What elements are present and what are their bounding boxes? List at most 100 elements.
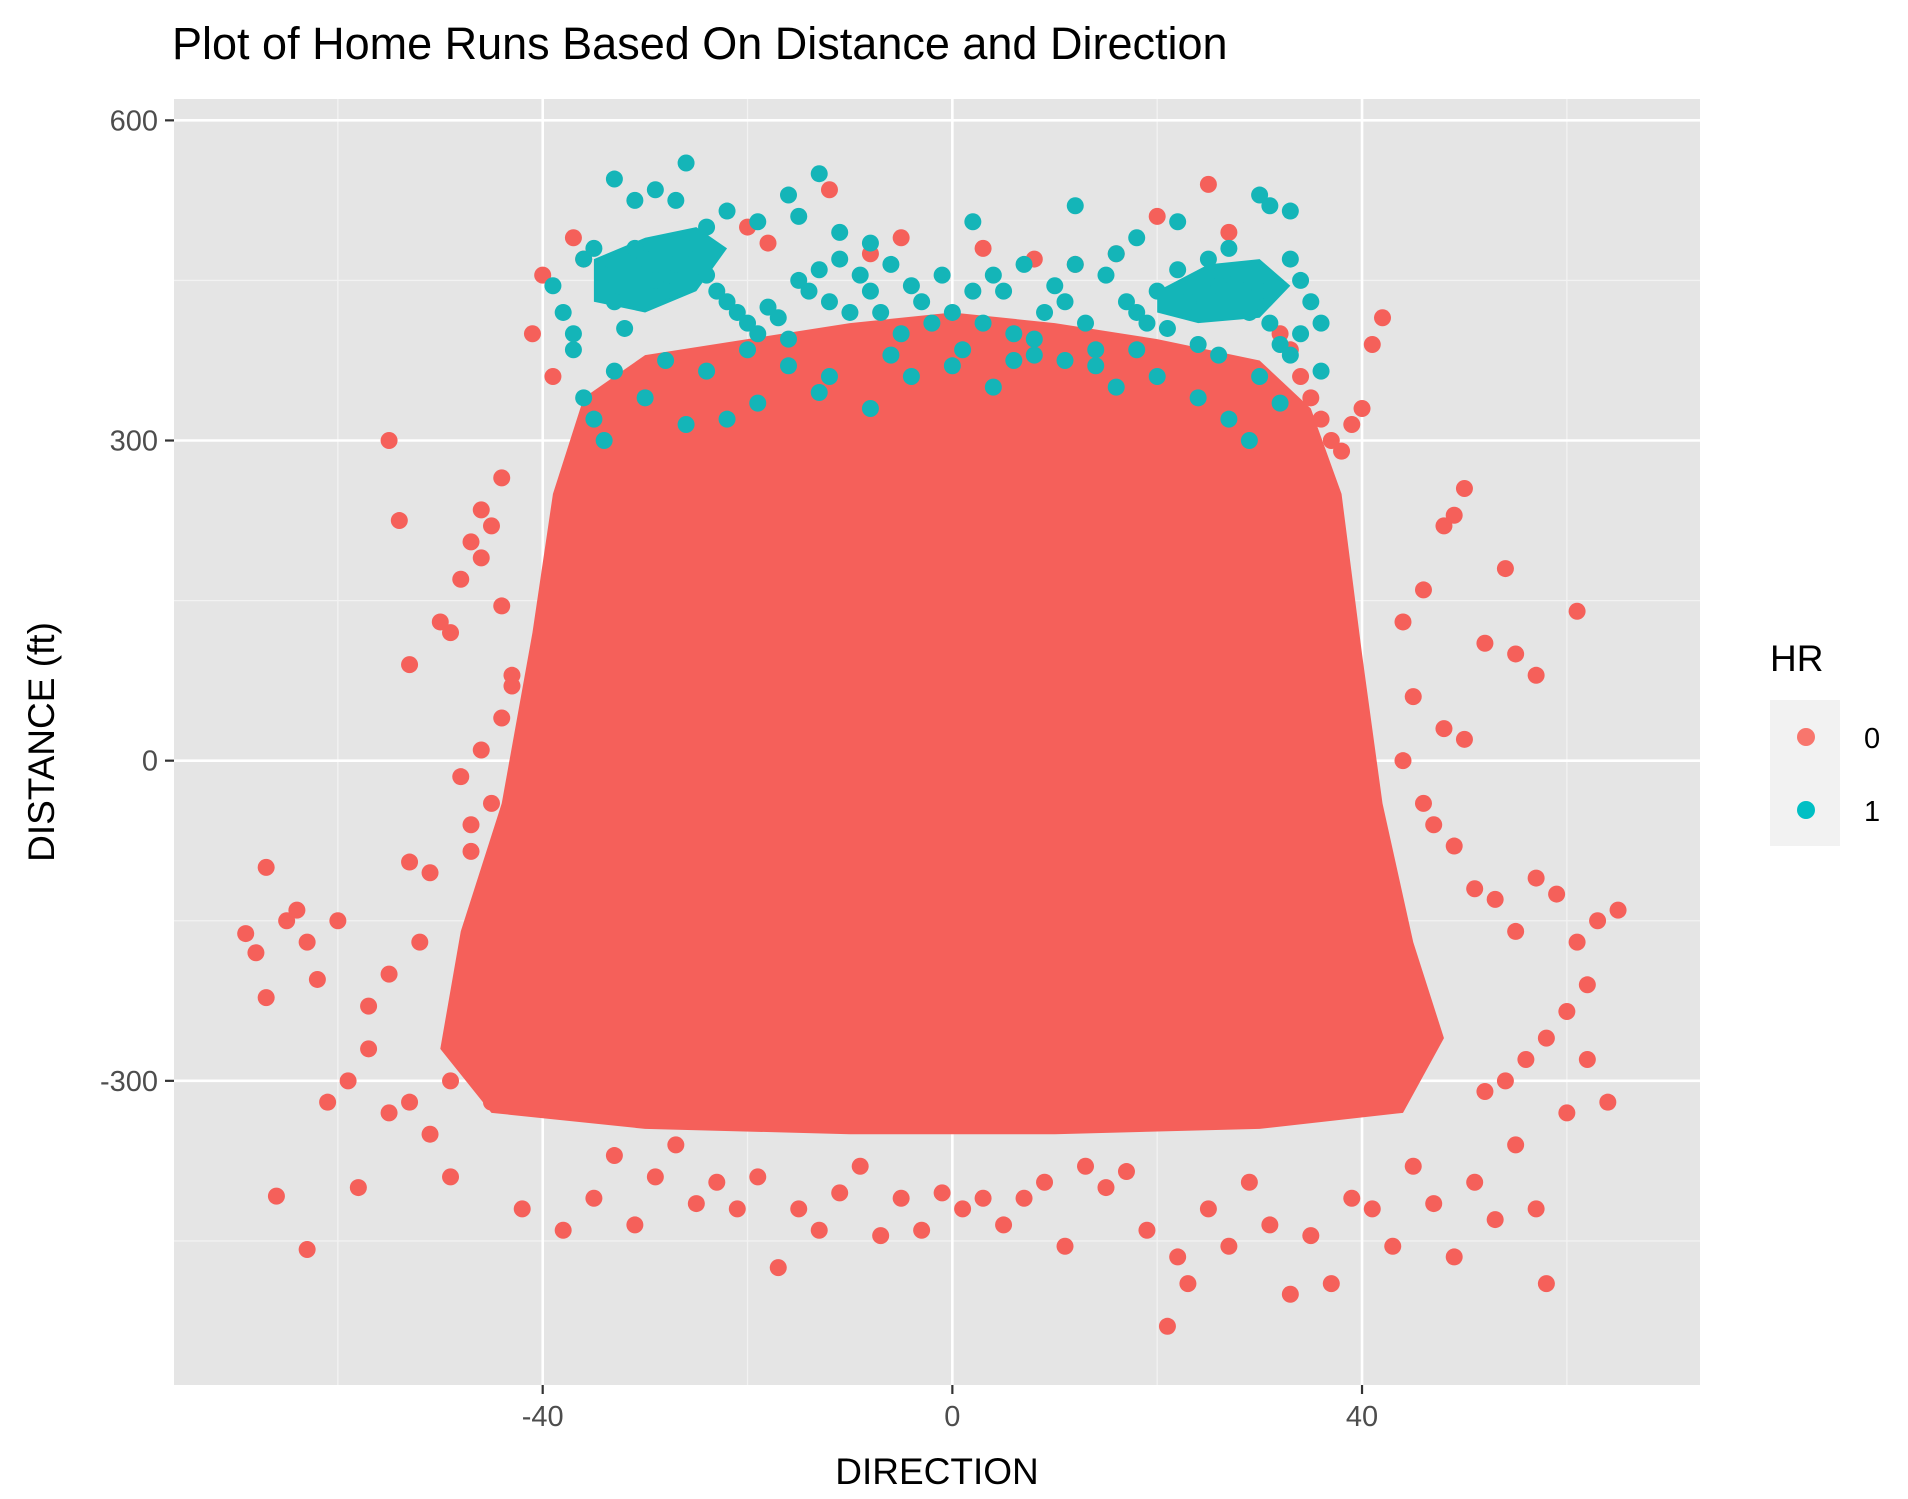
data-point-series-0	[308, 970, 326, 988]
data-point-series-0	[554, 1221, 572, 1239]
dense-point-cloud-0	[440, 312, 1444, 1135]
data-point-series-1	[749, 213, 767, 231]
data-point-series-1	[759, 298, 777, 316]
data-point-series-0	[1507, 645, 1525, 663]
data-point-series-0	[728, 1200, 746, 1218]
data-point-series-1	[544, 277, 562, 295]
data-point-series-1	[1066, 197, 1084, 215]
data-point-series-1	[595, 432, 613, 450]
data-point-series-1	[687, 250, 705, 268]
legend-label-1: 1	[1864, 796, 1880, 828]
data-point-series-1	[575, 389, 593, 407]
data-point-series-0	[1445, 1248, 1463, 1266]
data-point-series-1	[779, 330, 797, 348]
data-point-series-0	[1466, 880, 1484, 898]
data-point-series-1	[1107, 245, 1125, 263]
data-point-series-0	[462, 842, 480, 860]
data-point-series-0	[442, 624, 460, 642]
data-point-series-1	[1046, 277, 1064, 295]
data-point-series-0	[1476, 1083, 1494, 1101]
data-point-series-1	[1097, 266, 1115, 284]
data-point-series-0	[390, 512, 408, 530]
data-point-series-0	[1220, 223, 1238, 241]
data-point-series-1	[677, 416, 695, 434]
data-point-series-1	[1189, 389, 1207, 407]
data-point-series-0	[1527, 869, 1545, 887]
data-point-series-1	[616, 319, 634, 337]
data-point-series-0	[769, 1259, 787, 1277]
data-point-series-0	[472, 549, 490, 567]
data-point-series-1	[677, 154, 695, 172]
data-point-series-1	[1015, 255, 1033, 273]
data-point-series-1	[718, 293, 736, 311]
data-point-series-1	[1271, 394, 1289, 412]
data-point-series-0	[974, 1189, 992, 1207]
data-point-series-1	[636, 389, 654, 407]
data-point-series-0	[298, 1240, 316, 1258]
data-point-series-1	[861, 282, 879, 300]
data-point-series-0	[1486, 890, 1504, 908]
y-tick-label: 600	[110, 105, 158, 137]
data-point-series-0	[1117, 1163, 1135, 1181]
data-point-series-0	[1036, 1173, 1054, 1191]
data-point-series-1	[851, 266, 869, 284]
x-tick-label: 0	[944, 1401, 960, 1433]
data-point-series-1	[933, 266, 951, 284]
data-point-series-0	[1568, 602, 1586, 620]
data-point-series-0	[257, 858, 275, 876]
data-point-series-0	[1322, 1275, 1340, 1293]
data-point-series-0	[1240, 1173, 1258, 1191]
y-axis-title: DISTANCE (ft)	[21, 622, 62, 862]
data-point-series-1	[1261, 197, 1279, 215]
data-point-series-0	[1056, 1237, 1074, 1255]
data-point-series-0	[442, 1168, 460, 1186]
legend: HR 0 1	[1770, 638, 1880, 846]
data-point-series-0	[1220, 1237, 1238, 1255]
data-point-series-1	[1025, 346, 1043, 364]
data-point-series-0	[523, 325, 541, 343]
data-point-series-0	[1445, 506, 1463, 524]
data-point-series-0	[1292, 367, 1310, 385]
data-point-series-1	[646, 271, 664, 289]
data-point-series-1	[1230, 266, 1248, 284]
data-point-series-1	[1302, 293, 1320, 311]
data-point-series-0	[1199, 175, 1217, 193]
data-point-series-1	[728, 303, 746, 321]
data-point-series-1	[1251, 186, 1269, 204]
data-point-series-1	[595, 266, 613, 284]
data-point-series-1	[800, 282, 818, 300]
data-point-series-1	[974, 314, 992, 332]
data-point-series-1	[1005, 351, 1023, 369]
data-point-series-0	[257, 989, 275, 1007]
data-point-series-1	[943, 303, 961, 321]
data-point-series-0	[1537, 1275, 1555, 1293]
data-point-series-1	[554, 303, 572, 321]
data-point-series-1	[964, 282, 982, 300]
data-point-series-1	[718, 410, 736, 428]
legend-key-background	[1770, 700, 1840, 846]
data-point-series-0	[913, 1221, 931, 1239]
data-point-series-0	[1455, 480, 1473, 498]
data-point-series-0	[790, 1200, 808, 1218]
data-point-series-1	[657, 282, 675, 300]
data-point-series-1	[1261, 314, 1279, 332]
data-point-series-0	[544, 367, 562, 385]
data-point-series-1	[954, 341, 972, 359]
data-point-series-0	[1466, 1173, 1484, 1191]
data-point-series-0	[1394, 752, 1412, 770]
data-point-series-1	[882, 255, 900, 273]
data-point-series-0	[493, 597, 511, 615]
data-point-series-1	[1281, 346, 1299, 364]
data-point-series-1	[902, 277, 920, 295]
data-point-series-0	[1496, 560, 1514, 578]
data-point-series-1	[585, 410, 603, 428]
data-point-series-1	[626, 191, 644, 209]
data-point-series-1	[1025, 330, 1043, 348]
data-point-series-1	[861, 234, 879, 252]
data-point-series-0	[1548, 885, 1566, 903]
data-point-series-0	[1527, 1200, 1545, 1218]
data-point-series-0	[1148, 207, 1166, 225]
data-point-series-1	[769, 309, 787, 327]
data-point-series-0	[1435, 720, 1453, 738]
